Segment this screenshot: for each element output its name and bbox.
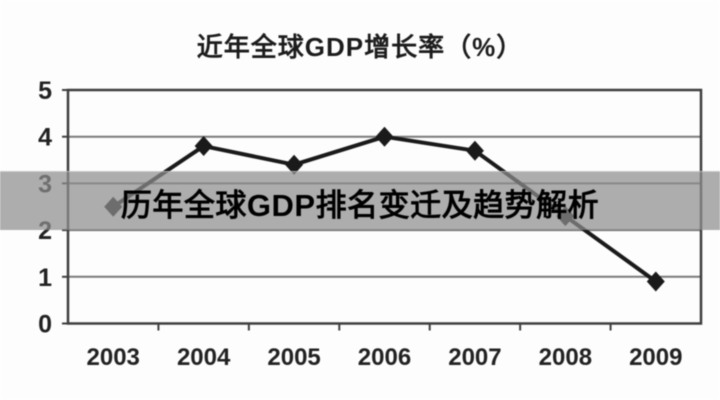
data-point-2009 — [646, 271, 665, 292]
x-label-2009: 2009 — [629, 344, 682, 371]
data-point-2005 — [285, 154, 304, 175]
x-label-2004: 2004 — [177, 344, 231, 371]
y-tick-label-4: 4 — [38, 124, 52, 152]
data-point-2004 — [194, 136, 213, 157]
x-label-2006: 2006 — [358, 344, 411, 371]
chart-title: 近年全球GDP增长率（%） — [196, 32, 524, 62]
headline-banner-text: 历年全球GDP排名变迁及趋势解析 — [120, 187, 600, 223]
headline-banner: 历年全球GDP排名变迁及趋势解析 — [0, 171, 720, 230]
x-label-2003: 2003 — [87, 344, 140, 371]
data-point-2007 — [465, 140, 484, 161]
data-point-2006 — [375, 126, 394, 147]
x-label-2007: 2007 — [448, 344, 501, 371]
x-label-2008: 2008 — [539, 344, 592, 371]
x-label-2005: 2005 — [267, 344, 320, 371]
y-tick-label-1: 1 — [38, 264, 52, 292]
y-tick-label-5: 5 — [38, 77, 52, 105]
y-tick-label-0: 0 — [38, 311, 52, 339]
